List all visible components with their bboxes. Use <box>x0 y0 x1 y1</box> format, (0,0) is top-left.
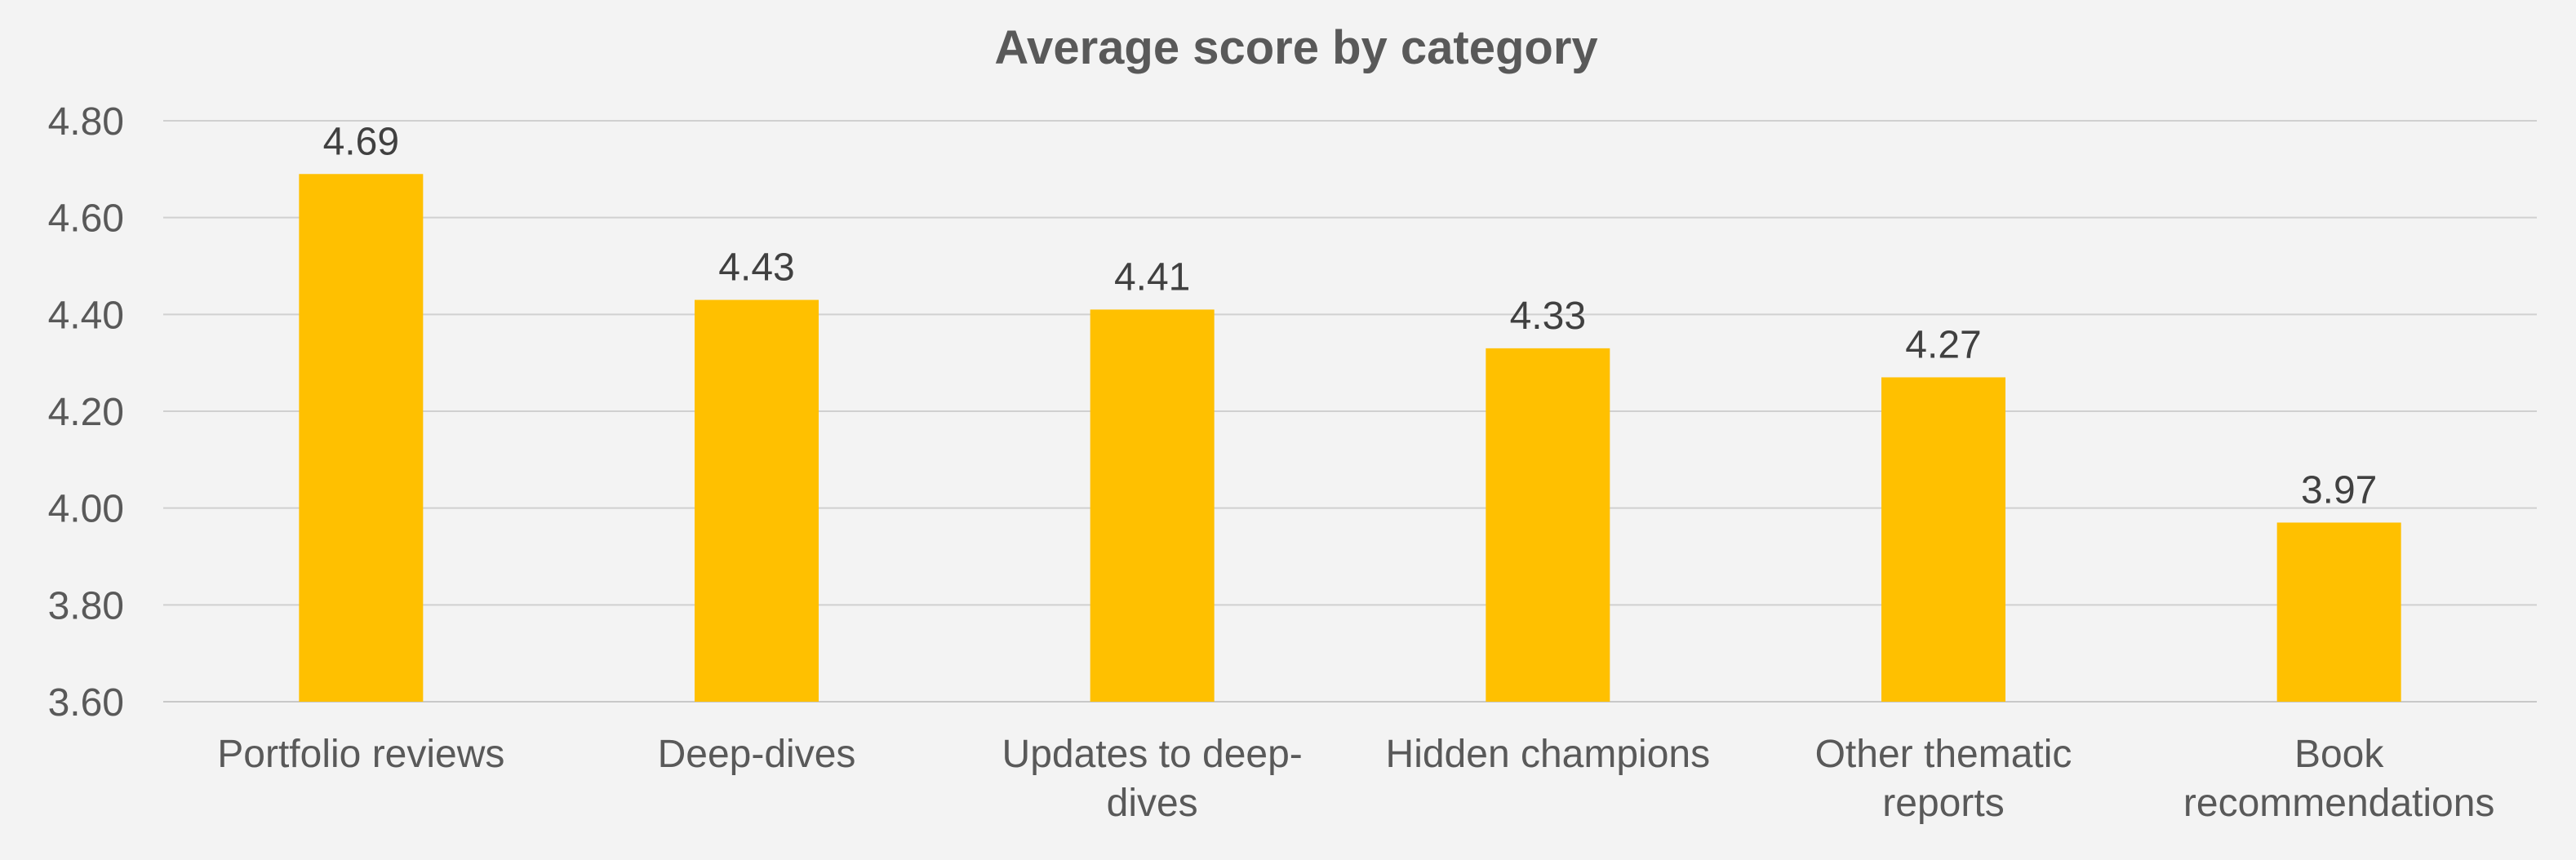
bar <box>1881 377 2005 702</box>
y-tick-label: 3.80 <box>48 584 124 627</box>
data-label: 3.97 <box>2301 468 2377 512</box>
x-tick-label-line: Book <box>2294 733 2384 776</box>
bar <box>1090 309 1215 702</box>
gridlines <box>163 120 2537 703</box>
x-tick-label-line: Deep-dives <box>658 733 856 776</box>
data-label: 4.41 <box>1114 255 1190 299</box>
bar <box>1486 348 1610 702</box>
y-axis-ticks: 3.60 3.80 4.00 4.20 4.40 4.60 4.80 <box>48 100 124 725</box>
x-tick-label: Other thematic reports <box>1815 733 2072 825</box>
bars <box>299 174 2401 702</box>
x-tick-label-line: reports <box>1882 782 2004 825</box>
data-label: 4.33 <box>1510 295 1586 338</box>
y-tick-label: 3.60 <box>48 681 124 725</box>
x-tick-label: Hidden champions <box>1386 733 1711 776</box>
x-axis-ticks: Portfolio reviews Deep-dives Updates to de… <box>217 733 2494 825</box>
x-tick-label-line: Other thematic <box>1815 733 2072 776</box>
x-tick-label: Book recommendations <box>2183 733 2495 825</box>
x-tick-label-line: dives <box>1107 782 1198 825</box>
y-tick-label: 4.20 <box>48 391 124 434</box>
data-label: 4.27 <box>1905 323 1981 366</box>
bar <box>299 174 424 702</box>
x-tick-label: Deep-dives <box>658 733 856 776</box>
y-tick-label: 4.60 <box>48 197 124 241</box>
x-tick-label-line: Hidden champions <box>1386 733 1711 776</box>
data-label: 4.43 <box>718 246 794 290</box>
x-tick-label-line: Portfolio reviews <box>217 733 504 776</box>
y-tick-label: 4.80 <box>48 100 124 144</box>
y-tick-label: 4.00 <box>48 488 124 531</box>
x-tick-label-line: Updates to deep- <box>1002 733 1303 776</box>
data-labels: 4.69 4.43 4.41 4.33 4.27 3.97 <box>323 120 2378 512</box>
data-label: 4.69 <box>323 120 399 163</box>
bar <box>2276 522 2401 702</box>
bar <box>695 299 819 702</box>
x-tick-label-line: recommendations <box>2183 782 2495 825</box>
y-tick-label: 4.40 <box>48 294 124 337</box>
x-tick-label: Updates to deep-dives <box>1002 733 1303 825</box>
x-tick-label: Portfolio reviews <box>217 733 504 776</box>
chart-title: Average score by category <box>994 21 1597 74</box>
